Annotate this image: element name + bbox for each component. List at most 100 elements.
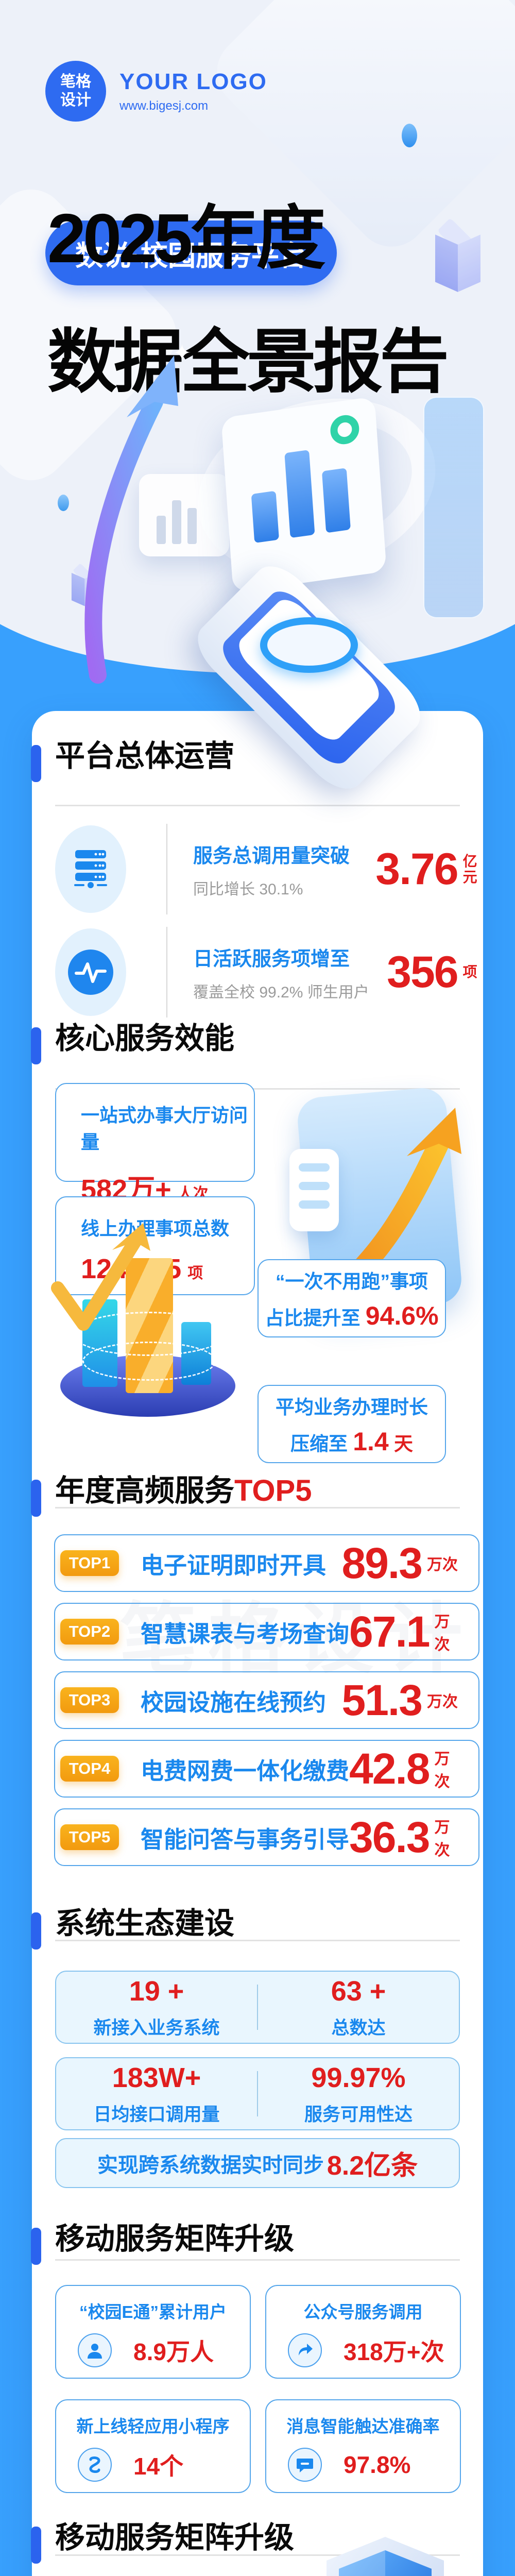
section-accent-tab [31,1912,41,1950]
stat-unit: 亿元 [462,853,477,885]
highlight-pre: 压缩至 [290,1433,353,1454]
stat-label: 一站式办事大厅访问量 [81,1105,248,1153]
logo-url: www.bigesj.com [119,99,209,113]
highlight-value: 1.4 [353,1427,389,1456]
rank-badge: TOP4 [60,1756,119,1782]
stat-value-group: 356 项 [387,947,479,998]
document-list-tab [289,1149,339,1231]
share-icon [288,2333,322,2367]
growth-arrow-icon: ✦ [84,341,192,684]
mobile-card-message: 消息智能触达准确率 97.8% [265,2399,461,2493]
section-accent-tab [31,2228,41,2265]
hero-badge: 数说·校园服务平台 [45,221,337,285]
mobile-card-official-account: 公众号服务调用 318万+次 [265,2285,461,2379]
service-value: 67.1 [349,1607,430,1656]
content-card: 笔格设计 平台总体运营 服务总调用量突破 同比增长 30.1% [31,711,483,2576]
logo-text: 笔格 [60,73,91,90]
highlight-box-duration: 平均业务办理时长 压缩至 1.4 天 [258,1385,446,1463]
brand-header: 笔格 设计 YOUR LOGO www.bigesj.com [45,61,267,122]
stat-row-total-calls: 服务总调用量突破 同比增长 30.1% 3.76 亿元 [55,820,479,918]
section-title-platform: 平台总体运营 [55,739,235,773]
deco-cube-icon [435,217,482,301]
service-unit: 万次 [427,1556,458,1573]
stat-value: 3.76 [375,844,458,894]
rank-badge: TOP1 [60,1550,119,1576]
service-name: 智能问答与事务引导 [141,1826,350,1853]
highlight-line2: 压缩至 1.4 天 [259,1427,445,1456]
section-title-ecosystem: 系统生态建设 [55,1907,235,1940]
page-title-line1: 2025年度 [47,199,325,277]
user-icon [78,2333,112,2367]
stat-label: 服务总调用量突破 [193,845,350,867]
brand-logo: 笔格 设计 [45,61,106,122]
divider [55,1507,460,1509]
logo-text: 设计 [60,92,91,109]
card-label: 消息智能触达准确率 [286,2417,440,2436]
chart-panel-small [139,474,229,556]
pair-cell: 19 + 新接入业务系统 [56,1975,257,2040]
stat-label: 线上办理事项总数 [81,1218,230,1239]
divider [55,1088,460,1090]
sync-banner: 实现跨系统数据实时同步 8.2亿条 [55,2138,460,2188]
service-value: 51.3 [341,1675,423,1724]
card-value: 97.8% [344,2451,411,2478]
hero-3d-illustration [129,371,489,800]
mobile-card-etong: “校园E通”累计用户 8.9万人 [55,2285,251,2379]
highlight-pre: 占比提升至 [265,1308,366,1329]
stat-texts: 服务总调用量突破 同比增长 30.1% [193,840,375,899]
divider [55,1940,460,1941]
service-name: 电子证明即时开具 [141,1552,327,1579]
stat-sub: 同比增长 30.1% [193,880,303,898]
bar-columns-illustration [51,1223,243,1417]
service-name: 校园设施在线预约 [141,1689,327,1716]
pulse-icon [68,950,113,995]
icon-bg [55,928,126,1016]
stat-value: 19 + [129,1975,184,2007]
service-unit: 万次 [427,1693,458,1710]
message-icon [288,2448,322,2482]
banner-label: 实现跨系统数据实时同步 [97,2154,324,2177]
watermark: 笔格设计 [119,1596,474,1682]
highlight-line1: 平均业务办理时长 [276,1397,428,1418]
banner-value: 8.2亿条 [327,2151,418,2181]
logo-title: YOUR LOGO [119,69,267,94]
service-unit: 万次 [434,1819,450,1859]
rank-badge: TOP5 [60,1824,119,1850]
card-label: 新上线轻应用小程序 [76,2417,230,2436]
deco-dot [58,495,69,511]
pair-cell: 99.97% 服务可用性达 [258,2062,459,2126]
vertical-divider [166,824,167,914]
card-label: “校园E通”累计用户 [79,2302,227,2321]
top5-row-2: TOP2 智慧课表与考场查询 67.1 万次 [54,1603,479,1660]
rank-badge: TOP3 [60,1687,119,1713]
pair-stat-box-api: 183W+ 日均接口调用量 99.97% 服务可用性达 [55,2057,460,2130]
service-value: 42.8 [349,1744,430,1793]
top5-row-3: TOP3 校园设施在线预约 51.3 万次 [54,1671,479,1729]
server-icon [74,850,107,888]
divider [55,2554,460,2556]
card-label: 公众号服务调用 [303,2302,423,2321]
vertical-divider [166,927,167,1018]
stat-value: 183W+ [112,2062,201,2093]
dashed-ellipse [82,1342,216,1381]
page-title-line2: 数据全景报告 [47,323,449,401]
section-accent-tab [31,1027,41,1064]
stat-label: 总数达 [331,2018,386,2038]
divider [55,2259,460,2261]
highlight-line2: 占比提升至 94.6% [259,1301,445,1331]
section-accent-tab [31,2527,41,2564]
top5-row-4: TOP4 电费网费一体化缴费 42.8 万次 [54,1740,479,1798]
stat-sub: 覆盖全校 99.2% 师生用户 [193,984,369,1001]
stat-value: 356 [387,947,458,997]
stat-value: 99.97% [311,2062,406,2093]
deco-dot [402,124,417,147]
title-red: TOP5 [234,1474,312,1507]
section-accent-tab [31,1480,41,1517]
service-unit: 万次 [434,1751,450,1790]
stat-label: 日均接口调用量 [93,2104,220,2125]
vertical-divider [257,2071,258,2116]
section-title-mobile: 移动服务矩阵升级 [55,2222,295,2256]
section-title-efficiency: 核心服务效能 [55,1022,235,1055]
service-value: 89.3 [341,1538,423,1587]
